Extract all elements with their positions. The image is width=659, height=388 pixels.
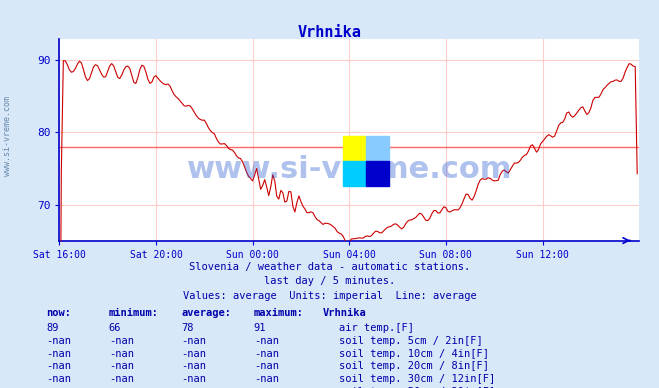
Text: -nan: -nan (181, 336, 206, 346)
Text: -nan: -nan (46, 361, 71, 371)
Text: Slovenia / weather data - automatic stations.: Slovenia / weather data - automatic stat… (189, 262, 470, 272)
Text: -nan: -nan (46, 348, 71, 359)
Text: -nan: -nan (46, 374, 71, 384)
Text: Vrhnika: Vrhnika (323, 308, 366, 318)
Text: -nan: -nan (181, 361, 206, 371)
Text: 78: 78 (181, 323, 194, 333)
Text: soil temp. 5cm / 2in[F]: soil temp. 5cm / 2in[F] (339, 336, 483, 346)
Text: soil temp. 50cm / 20in[F]: soil temp. 50cm / 20in[F] (339, 387, 496, 388)
Text: -nan: -nan (181, 348, 206, 359)
Text: minimum:: minimum: (109, 308, 159, 318)
Text: air temp.[F]: air temp.[F] (339, 323, 415, 333)
Text: Vrhnika: Vrhnika (298, 25, 361, 40)
Bar (343, 136, 366, 161)
Text: 89: 89 (46, 323, 59, 333)
Text: www.si-vreme.com: www.si-vreme.com (3, 96, 13, 176)
Text: -nan: -nan (46, 387, 71, 388)
Bar (366, 136, 389, 161)
Text: -nan: -nan (254, 336, 279, 346)
Text: Values: average  Units: imperial  Line: average: Values: average Units: imperial Line: av… (183, 291, 476, 301)
Text: average:: average: (181, 308, 231, 318)
Text: 91: 91 (254, 323, 266, 333)
Text: -nan: -nan (109, 361, 134, 371)
Bar (366, 161, 389, 186)
Bar (343, 161, 366, 186)
Text: now:: now: (46, 308, 71, 318)
Text: 66: 66 (109, 323, 121, 333)
Text: -nan: -nan (181, 387, 206, 388)
Text: www.si-vreme.com: www.si-vreme.com (186, 156, 512, 184)
Text: last day / 5 minutes.: last day / 5 minutes. (264, 276, 395, 286)
Text: maximum:: maximum: (254, 308, 304, 318)
Text: soil temp. 20cm / 8in[F]: soil temp. 20cm / 8in[F] (339, 361, 490, 371)
Text: -nan: -nan (254, 387, 279, 388)
Text: -nan: -nan (254, 361, 279, 371)
Text: -nan: -nan (109, 387, 134, 388)
Text: -nan: -nan (109, 336, 134, 346)
Text: soil temp. 30cm / 12in[F]: soil temp. 30cm / 12in[F] (339, 374, 496, 384)
Text: -nan: -nan (109, 348, 134, 359)
Text: -nan: -nan (254, 348, 279, 359)
Text: -nan: -nan (46, 336, 71, 346)
Text: -nan: -nan (181, 374, 206, 384)
Text: -nan: -nan (254, 374, 279, 384)
Text: soil temp. 10cm / 4in[F]: soil temp. 10cm / 4in[F] (339, 348, 490, 359)
Text: -nan: -nan (109, 374, 134, 384)
